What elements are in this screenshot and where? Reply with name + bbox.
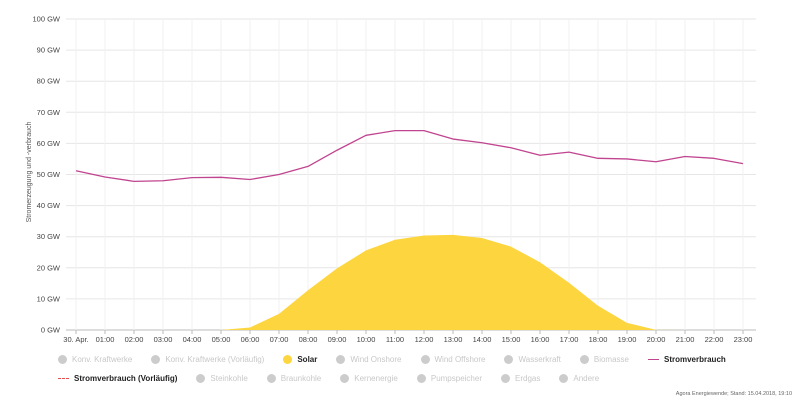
- legend-item-wind-offshore[interactable]: Wind Offshore: [420, 355, 486, 364]
- legend-label: Stromverbrauch: [663, 355, 726, 364]
- legend-marker-icon: [647, 359, 659, 360]
- x-tick-label: 05:00: [212, 335, 231, 344]
- y-tick-label: 100 GW: [32, 15, 60, 24]
- legend-marker-icon: [420, 355, 430, 364]
- x-tick-label: 15:00: [502, 335, 521, 344]
- series-layer: [75, 129, 744, 330]
- energy-chart: 0 GW 10 GW 20 GW 30 GW 40 GW 50 GW 60 GW 70 GW 8…: [26, 15, 756, 344]
- legend-marker-icon: [340, 374, 350, 383]
- y-tick-label: 50 GW: [37, 170, 61, 179]
- y-tick-label: 10 GW: [37, 294, 61, 303]
- legend-item-steinkohle[interactable]: Steinkohle: [196, 374, 248, 383]
- legend-label: Pumpspeicher: [430, 374, 482, 383]
- legend-item-andere[interactable]: Andere: [559, 374, 599, 383]
- legend-marker-icon: [151, 355, 161, 364]
- legend-marker-icon: [501, 374, 510, 383]
- legend-label: Wind Offshore: [434, 355, 486, 364]
- legend-marker-icon: [58, 355, 67, 364]
- x-tick-label: 22:00: [705, 335, 724, 344]
- legend: Konv. Kraftwerke Konv. Kraftwerke (Vorläu…: [58, 350, 758, 388]
- legend-label: Konv. Kraftwerke: [72, 355, 133, 364]
- x-tick-label: 10:00: [357, 335, 376, 344]
- x-tick-label: 13:00: [444, 335, 463, 344]
- legend-row: Stromverbrauch (Vorläufig) Steinkohle Brau…: [58, 369, 758, 388]
- x-tick-label: 03:00: [154, 335, 173, 344]
- legend-row: Konv. Kraftwerke Konv. Kraftwerke (Vorläu…: [58, 350, 758, 369]
- legend-item-erdgas[interactable]: Erdgas: [501, 374, 540, 383]
- legend-label: Biomasse: [593, 355, 629, 364]
- legend-marker-icon: [266, 374, 276, 383]
- x-tick-label: 16:00: [531, 335, 550, 344]
- legend-label: Erdgas: [515, 374, 541, 383]
- legend-label: Kernenergie: [354, 374, 398, 383]
- legend-marker-icon: [196, 374, 206, 383]
- legend-marker-icon: [579, 355, 589, 364]
- legend-item-stromverbrauch-vorläufig[interactable]: Stromverbrauch (Vorläufig): [58, 374, 177, 383]
- y-tick-label: 30 GW: [37, 232, 61, 241]
- y-axis-ticks: 0 GW 10 GW 20 GW 30 GW 40 GW 50 GW 60 GW 70 GW 8…: [32, 15, 60, 335]
- y-axis-label: Stromerzeugung und -verbrauch: [26, 122, 33, 223]
- x-axis-ticks: 30. Apr. 01:00 02:00 03:00 04:00 05:00 06:00 07…: [63, 330, 752, 344]
- x-tick-label: 01:00: [96, 335, 115, 344]
- y-tick-label: 0 GW: [41, 326, 61, 335]
- legend-item-solar[interactable]: Solar: [283, 355, 317, 364]
- x-tick-label: 04:00: [183, 335, 202, 344]
- x-tick-label: 18:00: [589, 335, 608, 344]
- x-tick-label: 21:00: [676, 335, 695, 344]
- x-tick-label: 12:00: [415, 335, 434, 344]
- y-tick-label: 80 GW: [37, 77, 61, 86]
- x-tick-label: 14:00: [473, 335, 492, 344]
- legend-item-wind-onshore[interactable]: Wind Onshore: [336, 355, 402, 364]
- source-note: Agora Energiewende; Stand: 15.04.2018, 1…: [675, 391, 792, 397]
- x-tick-label: 07:00: [270, 335, 289, 344]
- legend-marker-icon: [416, 374, 426, 383]
- legend-marker-icon: [559, 374, 569, 383]
- legend-label: Solar: [297, 355, 318, 364]
- x-tick-label: 19:00: [618, 335, 637, 344]
- y-tick-label: 60 GW: [37, 139, 61, 148]
- series-line-stromverbrauch: [75, 129, 744, 182]
- legend-item-biomasse[interactable]: Biomasse: [579, 355, 629, 364]
- legend-label: Wasserkraft: [518, 355, 561, 364]
- legend-item-wasserkraft[interactable]: Wasserkraft: [504, 355, 561, 364]
- series-area-solar: [76, 234, 743, 330]
- x-tick-label: 06:00: [241, 335, 260, 344]
- x-tick-label: 30. Apr.: [63, 335, 88, 344]
- legend-label: Wind Onshore: [350, 355, 402, 364]
- legend-marker-icon: [58, 378, 69, 379]
- x-tick-label: 02:00: [125, 335, 144, 344]
- legend-item-braunkohle[interactable]: Braunkohle: [266, 374, 322, 383]
- y-tick-label: 20 GW: [37, 263, 61, 272]
- x-tick-label: 23:00: [734, 335, 753, 344]
- x-tick-label: 17:00: [560, 335, 579, 344]
- x-tick-label: 11:00: [386, 335, 404, 344]
- y-tick-label: 40 GW: [37, 201, 61, 210]
- legend-marker-icon: [504, 355, 514, 364]
- legend-label: Andere: [573, 374, 600, 383]
- x-tick-label: 09:00: [328, 335, 347, 344]
- legend-marker-icon: [336, 355, 346, 364]
- legend-label: Stromverbrauch (Vorläufig): [74, 374, 178, 383]
- legend-item-konv-kraftwerke[interactable]: Konv. Kraftwerke: [58, 355, 132, 364]
- y-tick-label: 90 GW: [37, 46, 61, 55]
- legend-label: Konv. Kraftwerke (Vorläufig): [165, 355, 265, 364]
- legend-label: Steinkohle: [210, 374, 248, 383]
- legend-item-konv-kraftwerke-vorläufig[interactable]: Konv. Kraftwerke (Vorläufig): [151, 355, 264, 364]
- legend-item-pumpspeicher[interactable]: Pumpspeicher: [416, 374, 482, 383]
- x-tick-label: 20:00: [647, 335, 666, 344]
- legend-label: Braunkohle: [280, 374, 322, 383]
- legend-item-stromverbrauch[interactable]: Stromverbrauch: [647, 355, 726, 364]
- legend-item-kernenergie[interactable]: Kernenergie: [340, 374, 398, 383]
- legend-marker-icon: [283, 355, 293, 364]
- x-tick-label: 08:00: [299, 335, 318, 344]
- y-tick-label: 70 GW: [37, 108, 61, 117]
